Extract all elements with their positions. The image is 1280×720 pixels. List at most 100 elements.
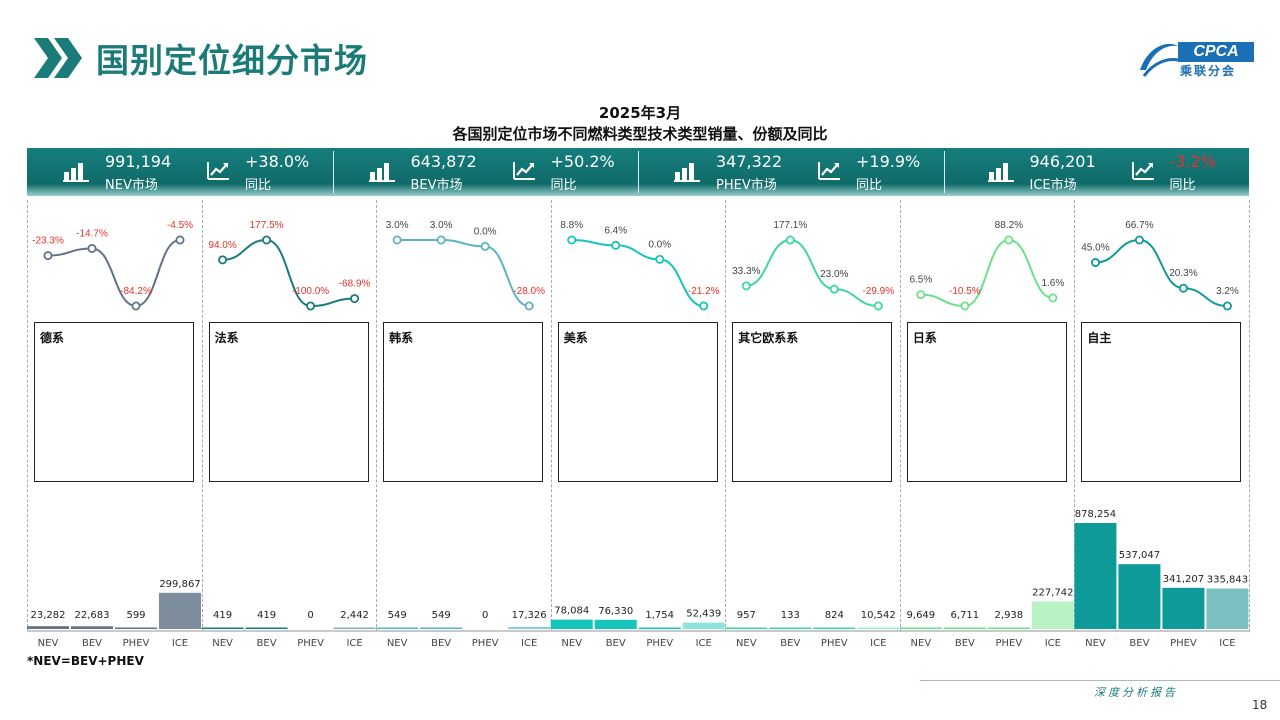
yoy-label: -21.2% (688, 286, 720, 297)
yoy-line-chart: 94.0% 177.5% -100.0% -68.9% (208, 220, 371, 311)
yoy-point (741, 281, 751, 291)
category-tick: ICE (1045, 638, 1061, 649)
yoy-label: 23.0% (820, 269, 848, 280)
category-tick: PHEV (297, 638, 324, 649)
kpi-label: PHEV市场 (716, 178, 777, 193)
footer-text: 深度分析报告 (1094, 686, 1178, 699)
chart-title-line1: 2025年3月 (598, 104, 682, 122)
yoy-series-line (1095, 238, 1228, 307)
yoy-point (699, 301, 709, 311)
yoy-point (1090, 258, 1100, 268)
yoy-point (611, 240, 621, 250)
yoy-point (87, 243, 97, 253)
volume-label: 957 (737, 610, 756, 621)
kpi-1: 643,872 BEV市场 +50.2% 同比 (333, 148, 639, 196)
bar-chart-icon (987, 160, 1014, 186)
country-label: 法系 (214, 331, 239, 345)
yoy-point (262, 235, 272, 245)
volume-bar-ice (1031, 601, 1074, 629)
kpi-2: 347,322 PHEV市场 +19.9% 同比 (638, 148, 944, 196)
panel-separator (725, 200, 726, 632)
cpca-logo: CPCA 乘联分会 (1134, 36, 1254, 80)
volume-bar-phev (987, 627, 1030, 629)
volume-bar-chart: 9,649 NEV 6,711 BEV 2,938 PHEV 227,742 ICE (899, 588, 1074, 649)
kpi-label: NEV市场 (105, 178, 158, 193)
category-tick: ICE (696, 638, 712, 649)
yoy-point (175, 235, 185, 245)
category-tick: PHEV (1170, 638, 1197, 649)
kpi-separator (943, 151, 945, 193)
panel-separator (551, 200, 552, 632)
category-tick: PHEV (646, 638, 673, 649)
chart-title: 2025年3月 各国别定位市场不同燃料类型技术类型销量、份额及同比 (0, 103, 1280, 145)
yoy-label: 3.0% (386, 220, 409, 231)
volume-label: 9,649 (907, 610, 936, 621)
volume-label: 0 (482, 610, 488, 621)
yoy-label: -10.5% (949, 286, 981, 297)
yoy-series-line (571, 239, 704, 307)
yoy-series-line (397, 239, 530, 307)
category-tick: PHEV (821, 638, 848, 649)
kpi-3: 946,201 ICE市场 -3.2% 同比 (944, 148, 1250, 196)
volume-bar-bev (1118, 564, 1161, 629)
donut-panel: 自主 (1081, 322, 1242, 482)
bar-chart-icon (368, 160, 395, 186)
volume-label: 133 (781, 610, 800, 621)
volume-bar-nev (725, 627, 768, 629)
donut-panel: 德系 (34, 322, 194, 482)
volume-bar-chart: 23,282 NEV 22,683 BEV 599 PHEV 299,867 ICE (27, 579, 201, 649)
yoy-point (1222, 301, 1232, 311)
country-label: 其它欧系系 (738, 331, 799, 345)
volume-bar-chart: 419 NEV 419 BEV 0 PHEV 2,442 ICE (201, 610, 376, 649)
page-number: 18 (1252, 698, 1268, 712)
trend-up-icon (816, 160, 842, 186)
yoy-label: 33.3% (732, 266, 760, 277)
yoy-point (1134, 235, 1144, 245)
kpi-yoy-label: 同比 (1169, 178, 1196, 193)
yoy-series-line (47, 239, 181, 308)
kpi-value: 643,872 (410, 152, 477, 171)
category-tick: NEV (911, 638, 932, 649)
volume-label: 419 (257, 610, 276, 621)
category-tick: NEV (38, 638, 59, 649)
volume-bar-bev (943, 627, 986, 629)
kpi-value: 946,201 (1029, 152, 1096, 171)
yoy-point (350, 294, 360, 304)
yoy-label: -14.7% (76, 228, 108, 239)
volume-label: 341,207 (1163, 574, 1204, 585)
volume-bar-nev (550, 619, 593, 629)
panel-separator (376, 200, 377, 632)
category-tick: BEV (257, 638, 277, 649)
kpi-yoy-label: 同比 (245, 178, 272, 193)
donut-panel: 美系 (557, 322, 718, 482)
yoy-label: 3.0% (430, 220, 453, 231)
category-tick: ICE (346, 638, 362, 649)
volume-label: 878,254 (1075, 509, 1116, 520)
yoy-label: -68.9% (339, 279, 371, 290)
panel-separator (27, 200, 28, 632)
yoy-line-chart: 3.0% 3.0% 0.0% -28.0% (386, 220, 545, 311)
yoy-line-chart: 6.5% -10.5% 88.2% 1.6% (909, 220, 1064, 311)
volume-label: 824 (825, 610, 844, 621)
category-tick: NEV (1085, 638, 1106, 649)
yoy-label: -28.0% (513, 286, 545, 297)
volume-bar-nev (899, 627, 942, 629)
category-tick: NEV (387, 638, 408, 649)
volume-bar-bev (71, 626, 113, 629)
yoy-series-line (920, 238, 1054, 308)
bar-chart-icon (63, 160, 89, 186)
kpi-yoy-label: 同比 (856, 178, 883, 193)
volume-label: 549 (388, 610, 407, 621)
volume-bar-ice (333, 627, 376, 629)
country-label: 美系 (563, 331, 588, 345)
yoy-label: 66.7% (1125, 220, 1153, 231)
category-tick: PHEV (123, 638, 150, 649)
chart-title-line2: 各国别定位市场不同燃料类型技术类型销量、份额及同比 (452, 125, 828, 143)
yoy-label: 3.2% (1216, 286, 1239, 297)
volume-label: 299,867 (159, 579, 200, 590)
yoy-point (218, 255, 228, 265)
volume-bar-nev (376, 627, 419, 629)
volume-bar-chart: 549 NEV 549 BEV 0 PHEV 17,326 ICE (376, 610, 551, 649)
volume-label: 419 (213, 610, 232, 621)
bar-chart-icon (674, 160, 700, 186)
